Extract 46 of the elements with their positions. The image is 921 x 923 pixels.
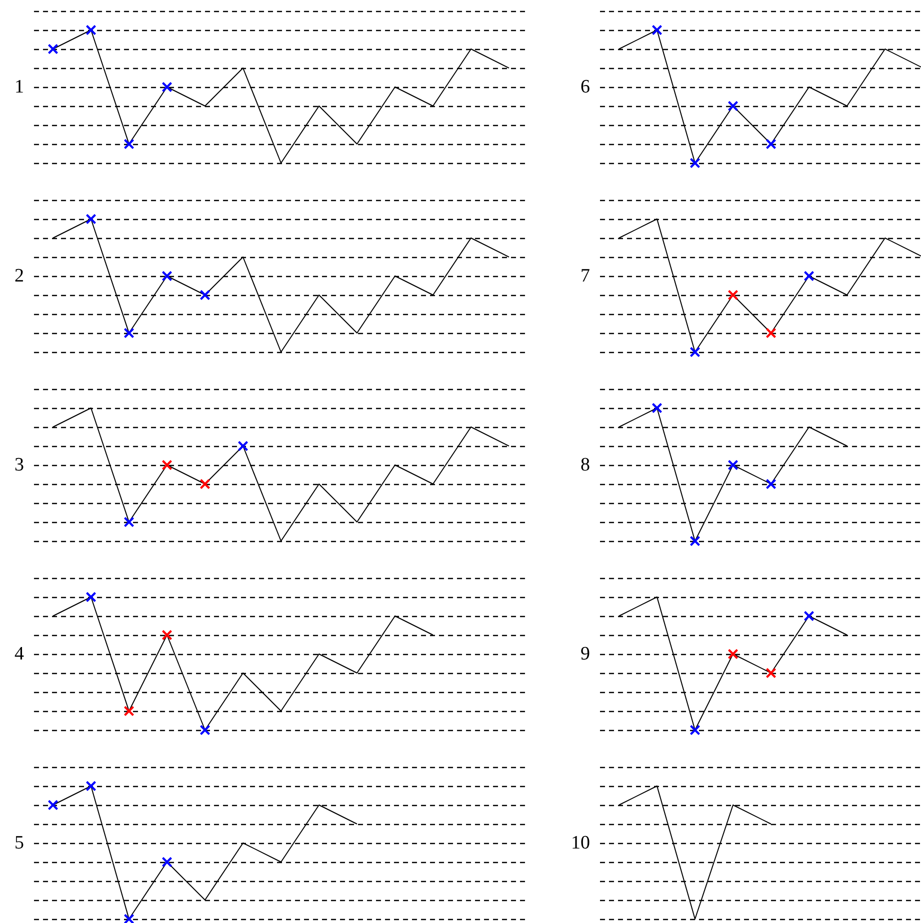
point bbox=[728, 649, 738, 659]
point bbox=[124, 914, 134, 923]
point bbox=[200, 725, 210, 735]
point bbox=[690, 158, 700, 168]
y-axis-title: 5 bbox=[14, 832, 24, 854]
y-axis-title: 9 bbox=[580, 644, 590, 664]
point bbox=[238, 441, 248, 451]
point bbox=[690, 725, 700, 735]
point bbox=[162, 857, 172, 867]
y-axis-title: 6 bbox=[580, 76, 590, 98]
point bbox=[200, 290, 210, 300]
point bbox=[48, 44, 58, 54]
point bbox=[728, 460, 738, 470]
point bbox=[86, 25, 96, 35]
point bbox=[804, 611, 814, 621]
y-axis-title: 7 bbox=[580, 266, 590, 286]
y-axis-title: 1 bbox=[14, 76, 24, 98]
y-axis-title: 3 bbox=[14, 454, 24, 476]
point bbox=[86, 214, 96, 224]
point bbox=[48, 800, 58, 810]
point bbox=[200, 479, 210, 489]
point bbox=[766, 479, 776, 489]
point bbox=[766, 139, 776, 149]
point bbox=[728, 290, 738, 300]
point bbox=[162, 460, 172, 470]
point bbox=[728, 101, 738, 111]
point bbox=[124, 139, 134, 149]
y-axis-title: 8 bbox=[580, 454, 590, 476]
point bbox=[124, 517, 134, 527]
y-axis-title: 10 bbox=[571, 832, 590, 854]
point bbox=[652, 403, 662, 413]
point bbox=[86, 781, 96, 791]
point bbox=[162, 271, 172, 281]
point bbox=[690, 536, 700, 546]
point bbox=[766, 328, 776, 338]
point bbox=[86, 592, 96, 602]
point bbox=[162, 82, 172, 92]
point bbox=[124, 328, 134, 338]
point bbox=[652, 25, 662, 35]
point bbox=[766, 668, 776, 678]
point bbox=[690, 347, 700, 357]
point bbox=[804, 271, 814, 281]
point bbox=[162, 630, 172, 640]
y-axis-title: 2 bbox=[14, 266, 24, 286]
y-axis-title: 4 bbox=[14, 644, 24, 664]
point bbox=[124, 706, 134, 716]
